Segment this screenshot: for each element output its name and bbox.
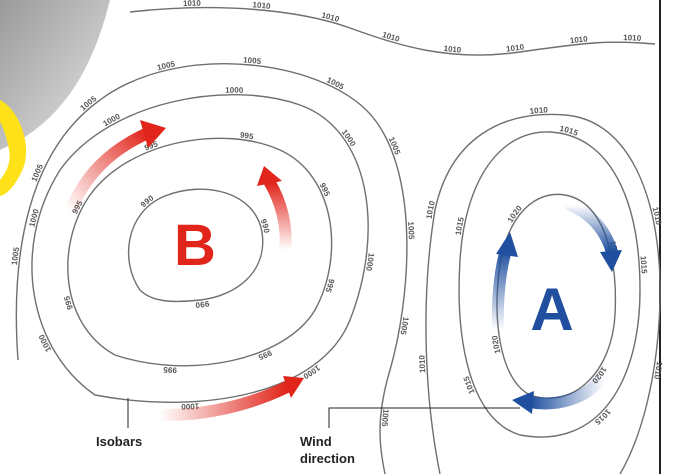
isobar-label: 990 [259,218,272,235]
high-pressure-letter: A [530,276,573,343]
svg-text:995: 995 [62,295,75,311]
isobar-label: 995 [257,348,274,362]
isobar-label: 1000 [181,401,200,411]
wind-arrow-top-icon [64,120,166,218]
svg-text:1010: 1010 [569,34,588,45]
svg-text:1010: 1010 [443,44,462,55]
wind-arrow-bottom-icon [154,376,304,422]
isobar-label: 1010 [183,0,202,8]
isobar-label: 1005 [10,246,21,266]
svg-text:1010: 1010 [252,0,271,11]
isobar-label: 1000 [225,86,244,95]
svg-text:1000: 1000 [101,112,122,129]
isobar-label: 1000 [340,128,358,149]
isobar-label: 1005 [398,316,410,336]
svg-text:1000: 1000 [364,252,376,272]
isobar-label: 1005 [325,75,346,91]
wind-arrow-bottom-icon [512,366,611,414]
wind-caption-line1: Wind [300,434,332,449]
svg-text:1015: 1015 [638,255,648,274]
low-pressure-letter: B [174,213,216,278]
isobar-label: 1010 [651,206,664,226]
svg-text:1005: 1005 [398,316,410,336]
svg-text:1010: 1010 [623,33,642,43]
svg-text:1020: 1020 [506,203,525,224]
isobar-label: 1010 [417,354,427,373]
svg-text:995: 995 [323,278,336,294]
isobar-label: 1010 [529,105,548,115]
svg-text:990: 990 [259,218,272,235]
svg-text:1005: 1005 [325,75,346,91]
isobar-label: 995 [163,365,178,375]
svg-text:990: 990 [194,299,210,310]
svg-text:1005: 1005 [406,221,416,240]
isobar-label: 1010 [623,33,642,43]
isobar-label: 1005 [406,221,416,240]
svg-text:1000: 1000 [301,363,322,381]
isobar-label: 1005 [156,59,176,72]
svg-text:1015: 1015 [454,216,466,236]
isobar-label: 1000 [101,112,122,129]
isobar-label: 1020 [506,203,525,224]
svg-text:1000: 1000 [225,86,244,95]
isobar-label: 1005 [387,136,402,157]
isobar-label: 1015 [454,216,466,236]
isobar-label: 1005 [243,55,262,66]
wind-arrow-right-icon [257,166,292,256]
isobar-label: 995 [323,278,336,294]
isobar-labels: 1010 1010 1010 1010 1010 1010 1010 1010 … [10,0,664,427]
svg-text:995: 995 [239,130,254,141]
svg-text:1005: 1005 [10,246,21,266]
svg-text:1005: 1005 [156,59,176,72]
svg-text:1000: 1000 [181,401,200,411]
isobar-label: 1010 [506,42,525,53]
callout-lines [127,398,520,428]
svg-text:1000: 1000 [340,128,358,149]
wind-leader [328,407,520,428]
corner-frame [0,0,110,196]
svg-text:1010: 1010 [417,354,427,373]
svg-text:1010: 1010 [506,42,525,53]
isobar-label: 1005 [380,408,390,427]
isobar-label: 1010 [443,44,462,55]
high-wind-arrows [491,199,622,414]
svg-text:995: 995 [163,365,178,375]
svg-text:1010: 1010 [529,105,548,115]
svg-text:1005: 1005 [243,55,262,66]
isobar-label: 1010 [252,0,271,11]
isobar-label: 1000 [37,333,53,354]
isobar-label: 1000 [364,252,376,272]
low-wind-arrows [64,120,304,422]
isobar-label: 990 [194,299,210,310]
isobar-label: 1010 [569,34,588,45]
wind-arrow-right-icon [564,199,622,272]
svg-text:1010: 1010 [651,206,664,226]
isobar-label: 1015 [638,255,648,274]
svg-text:1010: 1010 [652,361,664,381]
isobar-label: 990 [139,193,156,209]
isobar-label: 995 [62,295,75,311]
svg-text:1010: 1010 [183,0,202,8]
isobar-label: 1020 [490,334,502,354]
svg-text:990: 990 [139,193,156,209]
svg-text:1000: 1000 [37,333,53,354]
isobar-label: 995 [239,130,254,141]
svg-text:1020: 1020 [490,334,502,354]
svg-text:995: 995 [257,348,274,362]
wind-caption-line2: direction [300,451,355,466]
svg-text:1005: 1005 [380,408,390,427]
isobar-label: 1000 [301,363,322,381]
isobar-label: 1010 [652,361,664,381]
wind-arrow-left-icon [491,232,518,336]
isobars-caption: Isobars [96,434,142,449]
svg-text:1005: 1005 [387,136,402,157]
